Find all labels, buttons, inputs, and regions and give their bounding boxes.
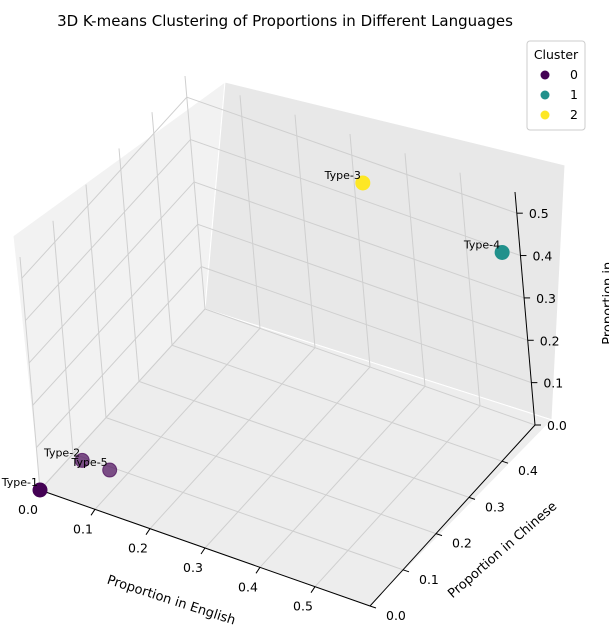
z-tick-label: 0.1 <box>543 376 563 391</box>
x-tick-mark <box>145 528 151 535</box>
z-tick-label: 0.4 <box>532 249 552 264</box>
point-label: Type-5 <box>70 456 107 469</box>
legend-title: Cluster <box>534 47 579 62</box>
y-tick-label: 0.3 <box>485 499 505 514</box>
y-axis-line <box>369 424 536 607</box>
x-tick-mark <box>310 586 316 593</box>
legend-box <box>526 40 586 131</box>
legend-label-0: 0 <box>570 67 578 82</box>
legend-entry-1: 1 <box>540 87 578 102</box>
grid-line-z <box>35 266 532 448</box>
grid-line-z <box>28 181 525 364</box>
y-tick-label: 0.1 <box>419 572 439 587</box>
z-tick-label: 0.2 <box>540 333 560 348</box>
x-tick-mark <box>255 567 261 574</box>
x-tick-label: 0.2 <box>128 541 148 556</box>
z-axis-line <box>514 191 536 426</box>
y-tick-label: 0.2 <box>452 536 472 551</box>
grid-line-z <box>32 223 528 406</box>
x-tick-label: 0.1 <box>73 521 93 536</box>
legend-marker-0 <box>540 70 550 80</box>
data-point-type-2 <box>74 452 90 468</box>
legend-label-2: 2 <box>570 107 578 122</box>
grid-line-z <box>39 308 536 491</box>
point-label: Type-1 <box>1 476 38 489</box>
point-label: Type-4 <box>463 238 500 251</box>
legend-entry-0: 0 <box>540 67 578 82</box>
point-label: Type-3 <box>324 169 361 182</box>
x-tick-label: 0.0 <box>18 502 38 517</box>
data-point-type-1 <box>32 482 48 498</box>
data-point-type-3 <box>355 175 371 191</box>
y-tick-mark <box>369 605 377 609</box>
legend-marker-2 <box>540 110 550 120</box>
y-tick-mark <box>501 460 509 464</box>
chart-title: 3D K-means Clustering of Proportions in … <box>57 12 513 30</box>
legend: Cluster 0 1 2 <box>526 40 586 131</box>
z-tick-label: 0.5 <box>529 206 549 221</box>
x-axis-label: Proportion in English <box>105 573 237 626</box>
legend-marker-1 <box>540 90 550 100</box>
x-tick-label: 0.5 <box>293 599 313 614</box>
y-tick-label: 0.4 <box>518 463 538 478</box>
x-tick-mark <box>200 547 206 555</box>
x-axis-line <box>39 489 371 607</box>
x-tick-mark <box>90 509 96 516</box>
grid-line-z <box>25 138 521 321</box>
z-tick-label: 0.0 <box>547 418 567 433</box>
y-tick-mark <box>468 496 476 500</box>
y-tick-mark <box>435 533 443 537</box>
data-point-type-4 <box>494 244 510 260</box>
point-label: Type-2 <box>43 446 80 459</box>
legend-label-1: 1 <box>570 87 578 102</box>
data-point-type-5 <box>102 462 118 478</box>
z-tick-label: 0.3 <box>536 291 556 306</box>
y-tick-mark <box>402 569 410 573</box>
x-tick-label: 0.3 <box>183 560 203 575</box>
tick-labels: 0.0 0.1 0.2 0.3 0.4 0.5 0.0 0.1 0.2 0.3 0.4 0.0 0.1 0… <box>18 206 567 623</box>
legend-entry-2: 2 <box>540 107 578 122</box>
y-tick-label: 0.0 <box>386 608 406 623</box>
z-axis-label: Proportion in ... <box>601 245 609 345</box>
grid-line-z <box>21 96 517 279</box>
x-tick-label: 0.4 <box>238 579 258 594</box>
